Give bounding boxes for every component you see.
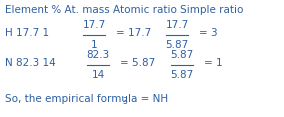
Text: 5.87: 5.87 xyxy=(165,40,189,49)
Text: 3: 3 xyxy=(122,97,127,106)
Text: So, the empirical formula = NH: So, the empirical formula = NH xyxy=(5,94,168,104)
Text: Element % At. mass Atomic ratio Simple ratio: Element % At. mass Atomic ratio Simple r… xyxy=(5,5,243,15)
Text: = 5.87: = 5.87 xyxy=(120,58,155,68)
Text: 82.3: 82.3 xyxy=(86,51,110,60)
Text: 14: 14 xyxy=(91,69,105,79)
Text: 1: 1 xyxy=(91,40,97,49)
Text: 17.7: 17.7 xyxy=(82,20,106,31)
Text: = 3: = 3 xyxy=(199,28,218,38)
Text: = 17.7: = 17.7 xyxy=(116,28,151,38)
Text: N 82.3 14: N 82.3 14 xyxy=(5,58,56,68)
Text: 5.87: 5.87 xyxy=(170,51,194,60)
Text: = 1: = 1 xyxy=(204,58,223,68)
Text: 17.7: 17.7 xyxy=(165,20,189,31)
Text: H 17.7 1: H 17.7 1 xyxy=(5,28,49,38)
Text: 5.87: 5.87 xyxy=(170,69,194,79)
